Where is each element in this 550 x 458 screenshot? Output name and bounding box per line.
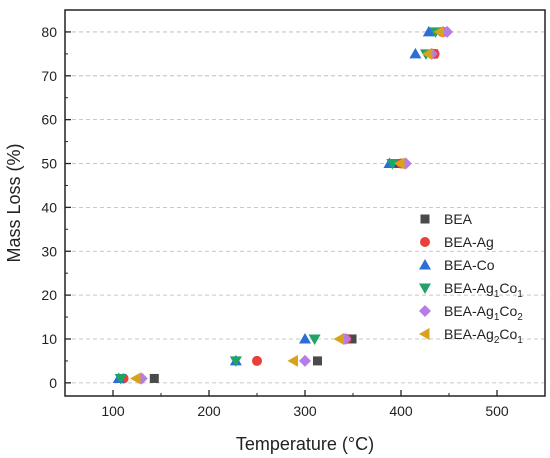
y-tick-label: 40 [41, 199, 57, 215]
legend-label: BEA-Ag1Co1 [444, 280, 523, 300]
data-point [114, 373, 127, 385]
data-point [422, 25, 435, 37]
data-point [421, 47, 433, 60]
y-axis: 0 10 20 30 40 50 60 70 80 [41, 24, 71, 391]
data-point [409, 47, 422, 59]
data-point [441, 25, 454, 38]
y-tick-label: 70 [41, 68, 57, 84]
x-tick-label: 400 [389, 403, 413, 419]
legend-marker [420, 237, 430, 247]
series-2 [112, 25, 435, 383]
data-point [252, 355, 262, 366]
y-tick-label: 50 [41, 156, 57, 172]
data-point [386, 159, 399, 170]
y-tick-label: 0 [49, 375, 57, 391]
legend-label: BEA [444, 211, 473, 227]
data-point [433, 25, 444, 38]
legend-label: BEA-Ag2Co1 [444, 326, 523, 346]
y-tick-label: 30 [41, 243, 57, 259]
data-point [287, 354, 298, 367]
data-point [149, 373, 159, 383]
data-point [394, 157, 405, 170]
series-5 [130, 25, 444, 385]
grid-lines [65, 31, 545, 384]
series-3 [114, 27, 442, 385]
data-point [299, 332, 311, 344]
plot-frame [64, 9, 546, 397]
data-point [312, 356, 322, 366]
data-point [347, 334, 357, 344]
legend-marker [419, 283, 431, 294]
legend-marker [420, 214, 430, 224]
y-tick-label: 80 [41, 24, 57, 40]
data-point [130, 372, 141, 385]
legend-label: BEA-Ag1Co2 [444, 303, 523, 323]
x-axis-title: Temperature (°C) [236, 434, 374, 454]
y-tick-label: 10 [41, 331, 57, 347]
data-point [333, 332, 345, 345]
legend-label: BEA-Ag [444, 234, 494, 250]
x-tick-label: 100 [101, 403, 125, 419]
legend-marker [419, 259, 431, 270]
y-tick-label: 60 [41, 112, 57, 128]
series-4 [135, 25, 454, 385]
legend-label: BEA-Co [444, 257, 495, 273]
x-axis: 100 200 300 400 500 [64, 390, 546, 419]
data-point [229, 356, 242, 367]
x-tick-label: 500 [485, 403, 509, 419]
x-tick-label: 300 [293, 403, 317, 419]
x-tick-label: 200 [197, 403, 221, 419]
data-point [299, 354, 311, 367]
y-axis-title: Mass Loss (%) [4, 143, 24, 262]
series-1 [118, 26, 448, 384]
legend-marker [419, 328, 430, 340]
data-markers [112, 25, 454, 385]
y-tick-label: 20 [41, 287, 57, 303]
legend-marker [419, 305, 431, 317]
data-point [308, 334, 321, 345]
legend: BEA BEA-Ag BEA-Co BEA-Ag1Co1 BEA-Ag1Co2 BEA-A… [419, 211, 523, 346]
series-0 [149, 27, 449, 383]
